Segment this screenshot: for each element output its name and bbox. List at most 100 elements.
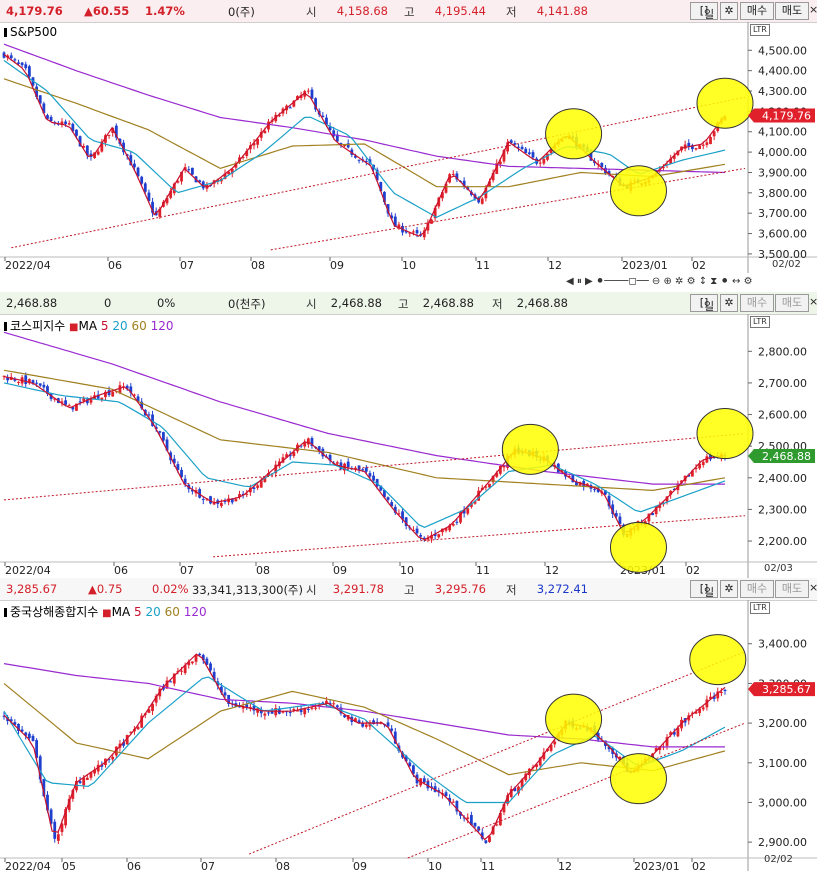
candle-body	[364, 160, 368, 162]
buy-button[interactable]: 매수	[740, 2, 774, 20]
candle-body	[444, 792, 448, 797]
candle-body	[709, 137, 712, 145]
settings-gear-icon[interactable]: ✲	[720, 580, 738, 598]
candle-body	[426, 537, 430, 540]
close-icon[interactable]: ×	[809, 581, 817, 594]
y-tick-label: 4,100.00	[758, 126, 807, 139]
y-tick-label: 3,500.00	[758, 248, 807, 261]
y-tick-label: 3,100.00	[758, 757, 807, 770]
candle-body	[437, 534, 441, 538]
candle-body	[183, 665, 187, 674]
settings-gear-icon[interactable]: ✲	[720, 2, 738, 20]
candle-body	[546, 153, 549, 160]
shanghai-panel: 3,285.67 ▲0.75 0.02% 33,341,313,300(주) 시…	[0, 578, 817, 871]
candle-body	[53, 821, 57, 839]
y-tick-label: 2,400.00	[758, 472, 807, 485]
candle-body	[701, 707, 705, 710]
candle-body	[100, 141, 104, 152]
candle-body	[469, 815, 473, 826]
candle-body	[140, 176, 144, 184]
ma60-line	[3, 78, 726, 188]
candle-body	[147, 709, 151, 713]
candle-body	[375, 169, 379, 181]
period-select[interactable]: [일]	[690, 580, 718, 599]
candle-body	[604, 490, 607, 495]
candle-body	[698, 463, 702, 469]
candle-body	[122, 142, 125, 153]
chart-nav-controls[interactable]: ◀ ⏸ ▶ ⚫────◻── ⊖ ⊕ ✲ ⚙ ↕ ⧗ ⚫ ↔ ⚙	[566, 276, 753, 287]
candle-body	[285, 454, 289, 458]
candle-body	[245, 150, 249, 156]
candle-body	[469, 504, 473, 507]
candle-body	[93, 769, 96, 774]
candle-body	[310, 707, 314, 709]
candle-body	[390, 215, 394, 219]
candle-body	[669, 732, 673, 735]
candle-body	[451, 524, 455, 526]
chart-legend: 중국상해종합지수 ■MA 5 20 60 120	[4, 603, 207, 620]
candle-body	[82, 146, 86, 148]
candle-body	[386, 497, 390, 500]
buy-button[interactable]: 매수	[740, 580, 774, 598]
sell-button[interactable]: 매도	[775, 2, 809, 20]
candle-body	[147, 192, 151, 202]
candle-body	[618, 516, 622, 524]
x-tick-label: 07	[201, 860, 215, 871]
candle-body	[306, 438, 310, 445]
candle-body	[234, 499, 238, 502]
candle-body	[509, 789, 513, 797]
trend-upper-line	[248, 651, 746, 855]
legend-ma20: 20	[112, 319, 128, 333]
candle-body	[357, 720, 361, 724]
candle-body	[172, 183, 176, 194]
legend-ma-label: MA	[78, 319, 98, 333]
legend-marker	[4, 322, 7, 331]
ltr-toggle[interactable]: LTR	[750, 602, 770, 614]
x-tick-label: 10	[400, 564, 414, 577]
candle-body	[531, 152, 535, 158]
candle-body	[542, 752, 546, 760]
candle-body	[267, 712, 270, 714]
quote-header: 3,285.67 ▲0.75 0.02% 33,341,313,300(주) 시…	[0, 578, 817, 601]
candle-body	[17, 62, 20, 64]
candle-body	[372, 720, 375, 725]
candle-body	[274, 464, 278, 474]
candle-body	[585, 483, 589, 486]
candle-body	[201, 499, 205, 501]
candle-body	[35, 382, 39, 384]
close-icon[interactable]: ×	[809, 295, 817, 308]
candle-body	[162, 432, 165, 441]
candle-body	[306, 90, 310, 92]
period-select[interactable]: [일]	[690, 2, 718, 21]
sell-button[interactable]: 매도	[775, 580, 809, 598]
y-tick-label: 4,400.00	[758, 65, 807, 78]
candle-body	[549, 744, 553, 751]
candle-body	[42, 103, 46, 114]
candle-body	[491, 475, 495, 483]
candle-body	[82, 777, 86, 786]
period-select[interactable]: [일]	[690, 294, 718, 313]
ltr-toggle[interactable]: LTR	[750, 24, 770, 36]
x-tick-label: 2022/04	[5, 860, 51, 871]
candle-body	[690, 470, 694, 477]
buy-button[interactable]: 매수	[740, 294, 774, 312]
sp500-panel: 4,179.76 ▲60.55 1.47% 0(주) 시 4,158.68 고 …	[0, 0, 817, 292]
candle-body	[517, 786, 520, 794]
settings-gear-icon[interactable]: ✲	[720, 294, 738, 312]
candle-body	[111, 127, 115, 133]
candle-body	[705, 142, 709, 145]
sell-button[interactable]: 매도	[775, 294, 809, 312]
high-label: 고	[398, 297, 409, 311]
x-tick-label: 12	[558, 860, 572, 871]
candle-body	[303, 442, 307, 447]
candle-body	[180, 171, 183, 182]
close-icon[interactable]: ×	[809, 3, 817, 16]
y-tick-label: 4,300.00	[758, 85, 807, 98]
candle-body	[328, 126, 332, 131]
candle-body	[524, 773, 528, 781]
candle-body	[212, 671, 216, 680]
candle-body	[267, 472, 270, 476]
ltr-toggle[interactable]: LTR	[750, 316, 770, 328]
candle-body	[502, 466, 506, 468]
candle-body	[165, 439, 169, 451]
